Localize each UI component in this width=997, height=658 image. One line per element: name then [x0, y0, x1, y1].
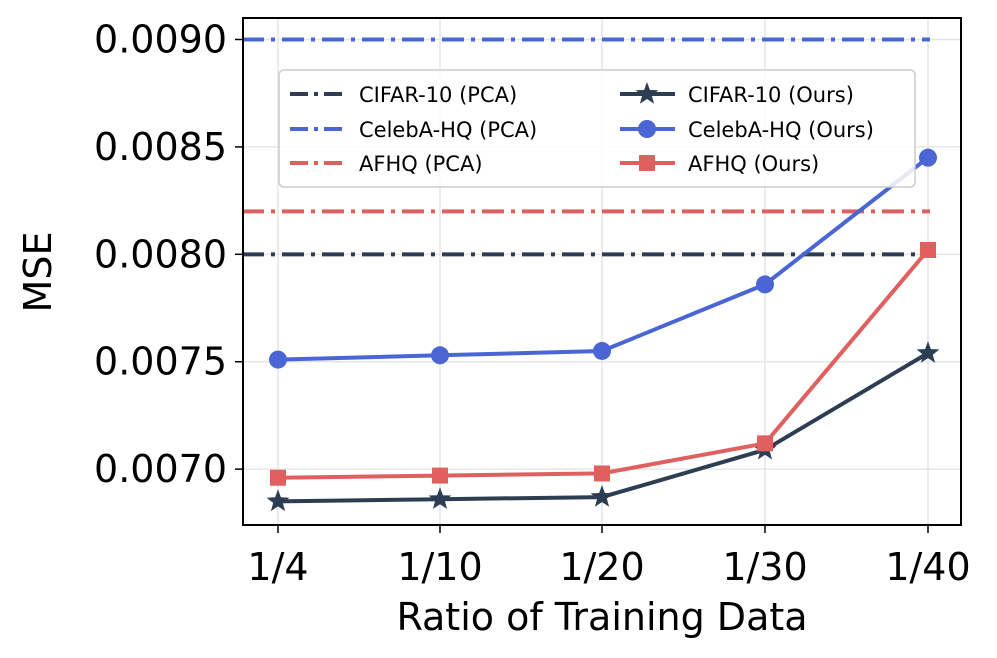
y-axis-ticks: 0.0070 0.0075 0.0080 0.0085 0.0090 — [94, 17, 243, 491]
legend: CIFAR-10 (PCA) CelebA-HQ (PCA) AFHQ (PCA) C… — [278, 69, 916, 188]
data-series — [266, 148, 940, 512]
x-tick-label: 1/4 — [247, 545, 308, 589]
legend-label: AFHQ (PCA) — [359, 152, 483, 176]
legend-marker — [638, 120, 656, 138]
data-point — [757, 435, 773, 452]
legend-label: CIFAR-10 (Ours) — [688, 83, 854, 107]
data-point — [920, 242, 936, 259]
x-tick-label: 1/40 — [885, 545, 970, 589]
series-afhq-ours — [270, 242, 936, 486]
data-point — [270, 469, 286, 486]
data-point — [919, 148, 937, 167]
data-point — [432, 467, 448, 484]
x-tick-label: 1/10 — [397, 545, 482, 589]
series-line — [277, 156, 930, 362]
legend-box — [278, 69, 916, 188]
x-axis-ticks: 1/4 1/10 1/20 1/30 1/40 — [247, 525, 971, 589]
x-axis-label: Ratio of Training Data — [396, 595, 807, 639]
y-tick-label: 0.0070 — [94, 447, 227, 491]
data-point — [266, 489, 290, 512]
legend-label: CIFAR-10 (PCA) — [359, 83, 517, 107]
data-point — [756, 275, 774, 294]
legend-marker — [639, 155, 655, 171]
x-tick-label: 1/30 — [722, 545, 807, 589]
series-cifar-10-ours — [266, 341, 940, 512]
y-tick-label: 0.0085 — [94, 125, 227, 169]
data-point — [269, 350, 287, 369]
data-point — [431, 346, 449, 365]
data-point — [594, 465, 610, 482]
y-axis-label: MSE — [16, 232, 60, 313]
data-point — [593, 341, 611, 360]
legend-marker — [635, 82, 659, 104]
series-line — [277, 248, 930, 480]
legend-label: AFHQ (Ours) — [688, 152, 819, 176]
data-point — [428, 487, 452, 509]
x-tick-label: 1/20 — [559, 545, 644, 589]
data-point — [590, 485, 614, 507]
pca-baselines — [242, 37, 930, 257]
legend-label: CelebA-HQ (PCA) — [359, 118, 537, 142]
legend-label: CelebA-HQ (Ours) — [688, 118, 874, 142]
series-celeba-hq-ours — [269, 148, 937, 369]
y-tick-label: 0.0075 — [94, 340, 227, 384]
data-point — [916, 341, 940, 363]
y-tick-label: 0.0080 — [94, 232, 227, 276]
y-tick-label: 0.0090 — [94, 17, 227, 61]
